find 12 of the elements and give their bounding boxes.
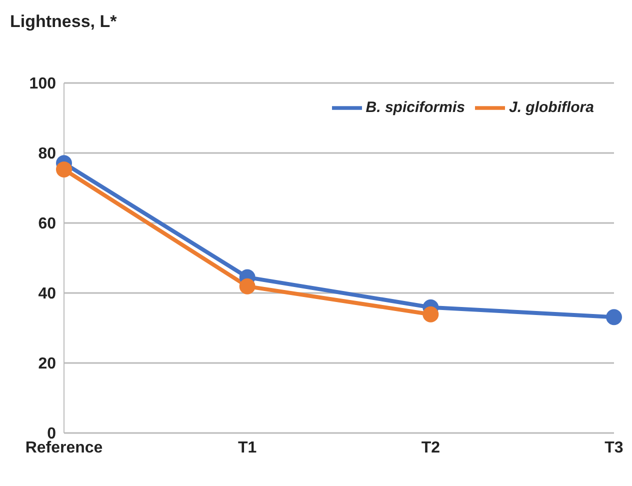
legend-label: J. globiflora [508,98,594,116]
x-tick-label: T1 [238,439,257,456]
y-tick-label: 40 [38,286,56,303]
x-tick-label: T3 [604,439,624,456]
y-tick-label: 100 [29,76,56,93]
x-tick-label: T2 [421,439,440,456]
y-tick-label: 60 [38,216,56,233]
chart-title: Lightness, L* [10,12,117,32]
legend-label: B. spiciformis [366,98,465,116]
y-tick-label: 20 [38,356,56,373]
x-tick-label: Reference [25,439,103,456]
y-tick-label: 80 [38,146,56,163]
